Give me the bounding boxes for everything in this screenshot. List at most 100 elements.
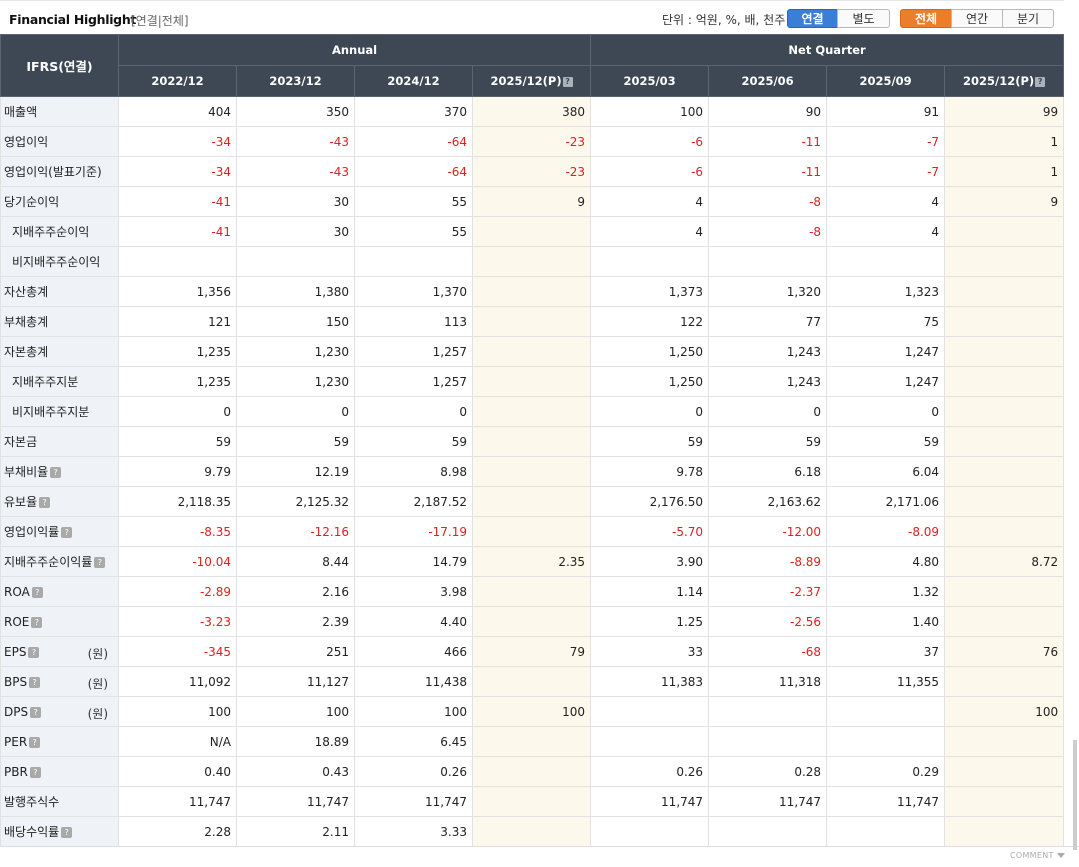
help-icon[interactable]: ? xyxy=(50,467,62,478)
table-cell: 59 xyxy=(236,426,355,457)
table-row: 자본금 59 59 59 59 59 59 xyxy=(0,426,1065,457)
table-cell: -23 xyxy=(471,156,592,187)
table-cell xyxy=(471,336,592,367)
help-icon[interactable]: ? xyxy=(61,827,73,838)
table-row: 비지배주주순이익 xyxy=(0,246,1065,277)
table-cell: -7 xyxy=(826,156,946,187)
table-cell: 1,230 xyxy=(236,336,355,367)
table-cell: 2.28 xyxy=(118,816,237,847)
table-cell: 1,380 xyxy=(236,276,355,307)
table-row: 매출액 404 350 370 380 100 90 91 99 xyxy=(0,96,1065,127)
help-icon[interactable]: ? xyxy=(94,557,106,568)
table-cell: 59 xyxy=(118,426,237,457)
row-label-text: 부채비율 xyxy=(4,465,49,479)
table-cell: 91 xyxy=(826,96,946,127)
table-cell xyxy=(471,606,592,637)
table-cell: 3.33 xyxy=(354,816,473,847)
row-label-text: 영업이익(발표기준) xyxy=(4,165,102,179)
consolidated-button[interactable]: 연결 xyxy=(787,9,838,28)
table-cell: 11,438 xyxy=(354,666,473,697)
scrollbar[interactable] xyxy=(1073,740,1077,850)
table-cell: 99 xyxy=(944,96,1065,127)
row-label: 영업이익률? xyxy=(0,516,119,547)
table-cell: 9.78 xyxy=(590,456,710,487)
table-cell xyxy=(471,576,592,607)
table-cell xyxy=(944,396,1065,427)
table-cell: -34 xyxy=(118,156,237,187)
period-annual-button[interactable]: 연간 xyxy=(951,9,1003,28)
table-cell: 2,187.52 xyxy=(354,486,473,517)
table-cell xyxy=(236,246,355,277)
table-cell: -68 xyxy=(708,636,828,667)
help-icon[interactable]: ? xyxy=(29,736,41,748)
table-cell: -2.56 xyxy=(708,606,828,637)
table-cell: 122 xyxy=(590,306,710,337)
column-header-0: 2022/12 xyxy=(118,65,237,97)
table-cell: 0 xyxy=(590,396,710,427)
table-cell: 2.35 xyxy=(471,546,592,577)
table-cell xyxy=(944,336,1065,367)
table-cell xyxy=(826,726,946,757)
help-icon[interactable]: ? xyxy=(562,77,573,87)
table-cell: 2,163.62 xyxy=(708,486,828,517)
help-icon[interactable]: ? xyxy=(29,676,41,688)
row-label: 비지배주주지분 xyxy=(0,396,119,427)
period-quarter-button[interactable]: 분기 xyxy=(1002,9,1054,28)
table-cell: 12.19 xyxy=(236,456,355,487)
table-cell: 1,356 xyxy=(118,276,237,307)
help-icon[interactable]: ? xyxy=(30,706,42,718)
table-cell xyxy=(708,726,828,757)
row-label-text: 비지배주주지분 xyxy=(12,405,90,419)
table-cell: 4 xyxy=(826,186,946,217)
table-cell: 4 xyxy=(826,216,946,247)
help-icon[interactable]: ? xyxy=(29,766,41,778)
column-header-label: 2024/12 xyxy=(387,74,440,88)
quarter-group-header: Net Quarter xyxy=(590,34,1065,66)
table-cell: -43 xyxy=(236,156,355,187)
help-icon[interactable]: ? xyxy=(39,497,51,508)
help-icon[interactable]: ? xyxy=(61,527,73,538)
table-row: 배당수익률? 2.28 2.11 3.33 xyxy=(0,816,1065,847)
table-cell: 0.26 xyxy=(354,756,473,787)
row-label: 배당수익률? xyxy=(0,816,119,847)
table-cell: 59 xyxy=(708,426,828,457)
comment-toggle[interactable]: COMMENT xyxy=(1010,851,1065,860)
table-cell: -8 xyxy=(708,216,828,247)
column-header-7: 2025/12(P)? xyxy=(944,65,1065,97)
table-cell xyxy=(471,516,592,547)
table-cell: 3.90 xyxy=(590,546,710,577)
table-cell: 1,235 xyxy=(118,336,237,367)
table-cell xyxy=(944,516,1065,547)
table-cell: 1 xyxy=(944,126,1065,157)
row-label: 자본총계 xyxy=(0,336,119,367)
row-label-text: ROE xyxy=(4,614,30,629)
table-row: ROE? -3.23 2.39 4.40 1.25 -2.56 1.40 xyxy=(0,606,1065,637)
period-all-button[interactable]: 전체 xyxy=(900,9,952,28)
table-row: 부채비율? 9.79 12.19 8.98 9.78 6.18 6.04 xyxy=(0,456,1065,487)
table-cell xyxy=(590,726,710,757)
table-cell: 79 xyxy=(471,636,592,667)
table-cell: -41 xyxy=(118,216,237,247)
table-cell: 2.11 xyxy=(236,816,355,847)
unit-won-label: (원) xyxy=(87,707,108,721)
help-icon[interactable]: ? xyxy=(1035,77,1046,87)
table-cell xyxy=(708,816,828,847)
separate-button[interactable]: 별도 xyxy=(837,9,890,28)
table-cell xyxy=(826,816,946,847)
table-row: 지배주주순이익률? -10.04 8.44 14.79 2.35 3.90 -8.89 4.8… xyxy=(0,546,1065,577)
table-cell: -64 xyxy=(354,126,473,157)
table-cell: 11,747 xyxy=(118,786,237,817)
help-icon[interactable]: ? xyxy=(28,646,40,658)
table-cell: 76 xyxy=(944,636,1065,667)
table-cell: 4 xyxy=(590,186,710,217)
help-icon[interactable]: ? xyxy=(31,586,43,598)
row-label: EPS? (원) xyxy=(0,636,119,667)
table-cell: 1 xyxy=(944,156,1065,187)
table-cell: 113 xyxy=(354,306,473,337)
help-icon[interactable]: ? xyxy=(31,616,43,628)
table-cell: 370 xyxy=(354,96,473,127)
table-cell xyxy=(471,246,592,277)
table-cell: 4 xyxy=(590,216,710,247)
table-cell: 1,247 xyxy=(826,366,946,397)
table-cell xyxy=(944,366,1065,397)
